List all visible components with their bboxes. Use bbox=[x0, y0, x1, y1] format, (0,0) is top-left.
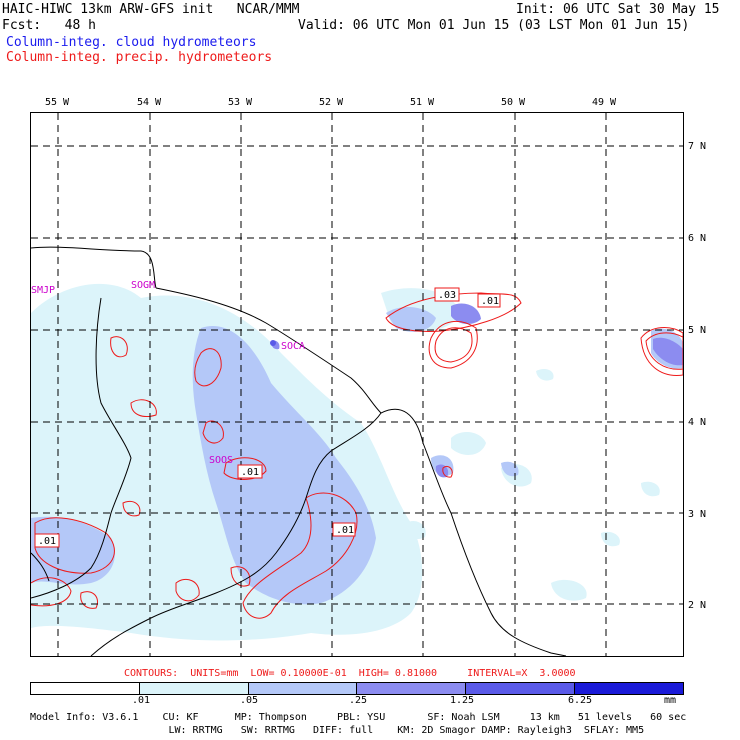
colorbar-seg-4 bbox=[466, 683, 576, 694]
colorbar-label-01: .01 bbox=[132, 695, 151, 706]
contour-label-01-c: .01 bbox=[336, 525, 354, 536]
lon-label-50w: 50 W bbox=[501, 97, 526, 108]
contour-info: CONTOURS: UNITS=mm LOW= 0.10000E-01 HIGH… bbox=[124, 668, 576, 679]
contour-label-03: .03 bbox=[438, 290, 456, 301]
map-panel: SMJP SOGM SOCA SOOS .03 .01 .01 .01 .01 bbox=[30, 112, 684, 657]
latlon-grid bbox=[31, 113, 683, 656]
colorbar-seg-3 bbox=[357, 683, 467, 694]
legend-precip: Column-integ. precip. hydrometeors bbox=[6, 50, 273, 65]
station-label-sogm: SOGM bbox=[131, 280, 155, 291]
station-label-soos: SOOS bbox=[209, 455, 233, 466]
colorbar-seg-2 bbox=[248, 683, 358, 694]
lat-label-6n: 6 N bbox=[688, 233, 707, 244]
lat-label-3n: 3 N bbox=[688, 509, 707, 520]
legend-cloud: Column-integ. cloud hydrometeors bbox=[6, 35, 257, 50]
station-label-smjp: SMJP bbox=[31, 285, 55, 296]
lat-label-7n: 7 N bbox=[688, 141, 707, 152]
colorbar-seg-0 bbox=[31, 683, 140, 694]
station-label-soca: SOCA bbox=[281, 341, 305, 352]
lon-label-54w: 54 W bbox=[137, 97, 162, 108]
colorbar bbox=[30, 682, 684, 695]
colorbar-label-25: .25 bbox=[349, 695, 368, 706]
init-text: Init: 06 UTC Sat 30 May 15 bbox=[516, 2, 720, 17]
colorbar-seg-5 bbox=[575, 683, 683, 694]
model-info-line1: Model Info: V3.6.1 CU: KF MP: Thompson P… bbox=[30, 712, 687, 723]
lat-label-5n: 5 N bbox=[688, 325, 707, 336]
lon-label-53w: 53 W bbox=[228, 97, 253, 108]
contour-label-01-d: .01 bbox=[38, 536, 56, 547]
title-text: HAIC-HIWC 13km ARW-GFS init NCAR/MMM bbox=[2, 2, 300, 17]
lon-label-55w: 55 W bbox=[45, 97, 70, 108]
model-info-line2: LW: RRTMG SW: RRTMG DIFF: full KM: 2D Sm… bbox=[30, 725, 645, 736]
coastline bbox=[31, 246, 567, 656]
lon-label-52w: 52 W bbox=[319, 97, 344, 108]
colorbar-units: mm bbox=[664, 695, 677, 706]
lat-label-2n: 2 N bbox=[688, 600, 707, 611]
lon-label-49w: 49 W bbox=[592, 97, 617, 108]
colorbar-label-625: 6.25 bbox=[568, 695, 593, 706]
map-svg: SMJP SOGM SOCA SOOS .03 .01 .01 .01 .01 bbox=[31, 113, 683, 656]
colorbar-label-125: 1.25 bbox=[450, 695, 475, 706]
colorbar-label-05: .05 bbox=[240, 695, 259, 706]
valid-text: Valid: 06 UTC Mon 01 Jun 15 (03 LST Mon … bbox=[298, 18, 690, 33]
colorbar-seg-1 bbox=[139, 683, 249, 694]
station-markers bbox=[270, 340, 276, 346]
cloud-shading-dark bbox=[271, 303, 683, 478]
fcst-text: Fcst: 48 h bbox=[2, 18, 96, 33]
contour-label-01-b: .01 bbox=[241, 467, 259, 478]
station-labels: SMJP SOGM SOCA SOOS bbox=[31, 280, 305, 466]
lat-label-4n: 4 N bbox=[688, 417, 707, 428]
station-marker-soca bbox=[270, 340, 276, 346]
contour-label-01-a: .01 bbox=[481, 296, 499, 307]
lon-label-51w: 51 W bbox=[410, 97, 435, 108]
contour-value-labels: .03 .01 .01 .01 .01 bbox=[34, 287, 501, 548]
